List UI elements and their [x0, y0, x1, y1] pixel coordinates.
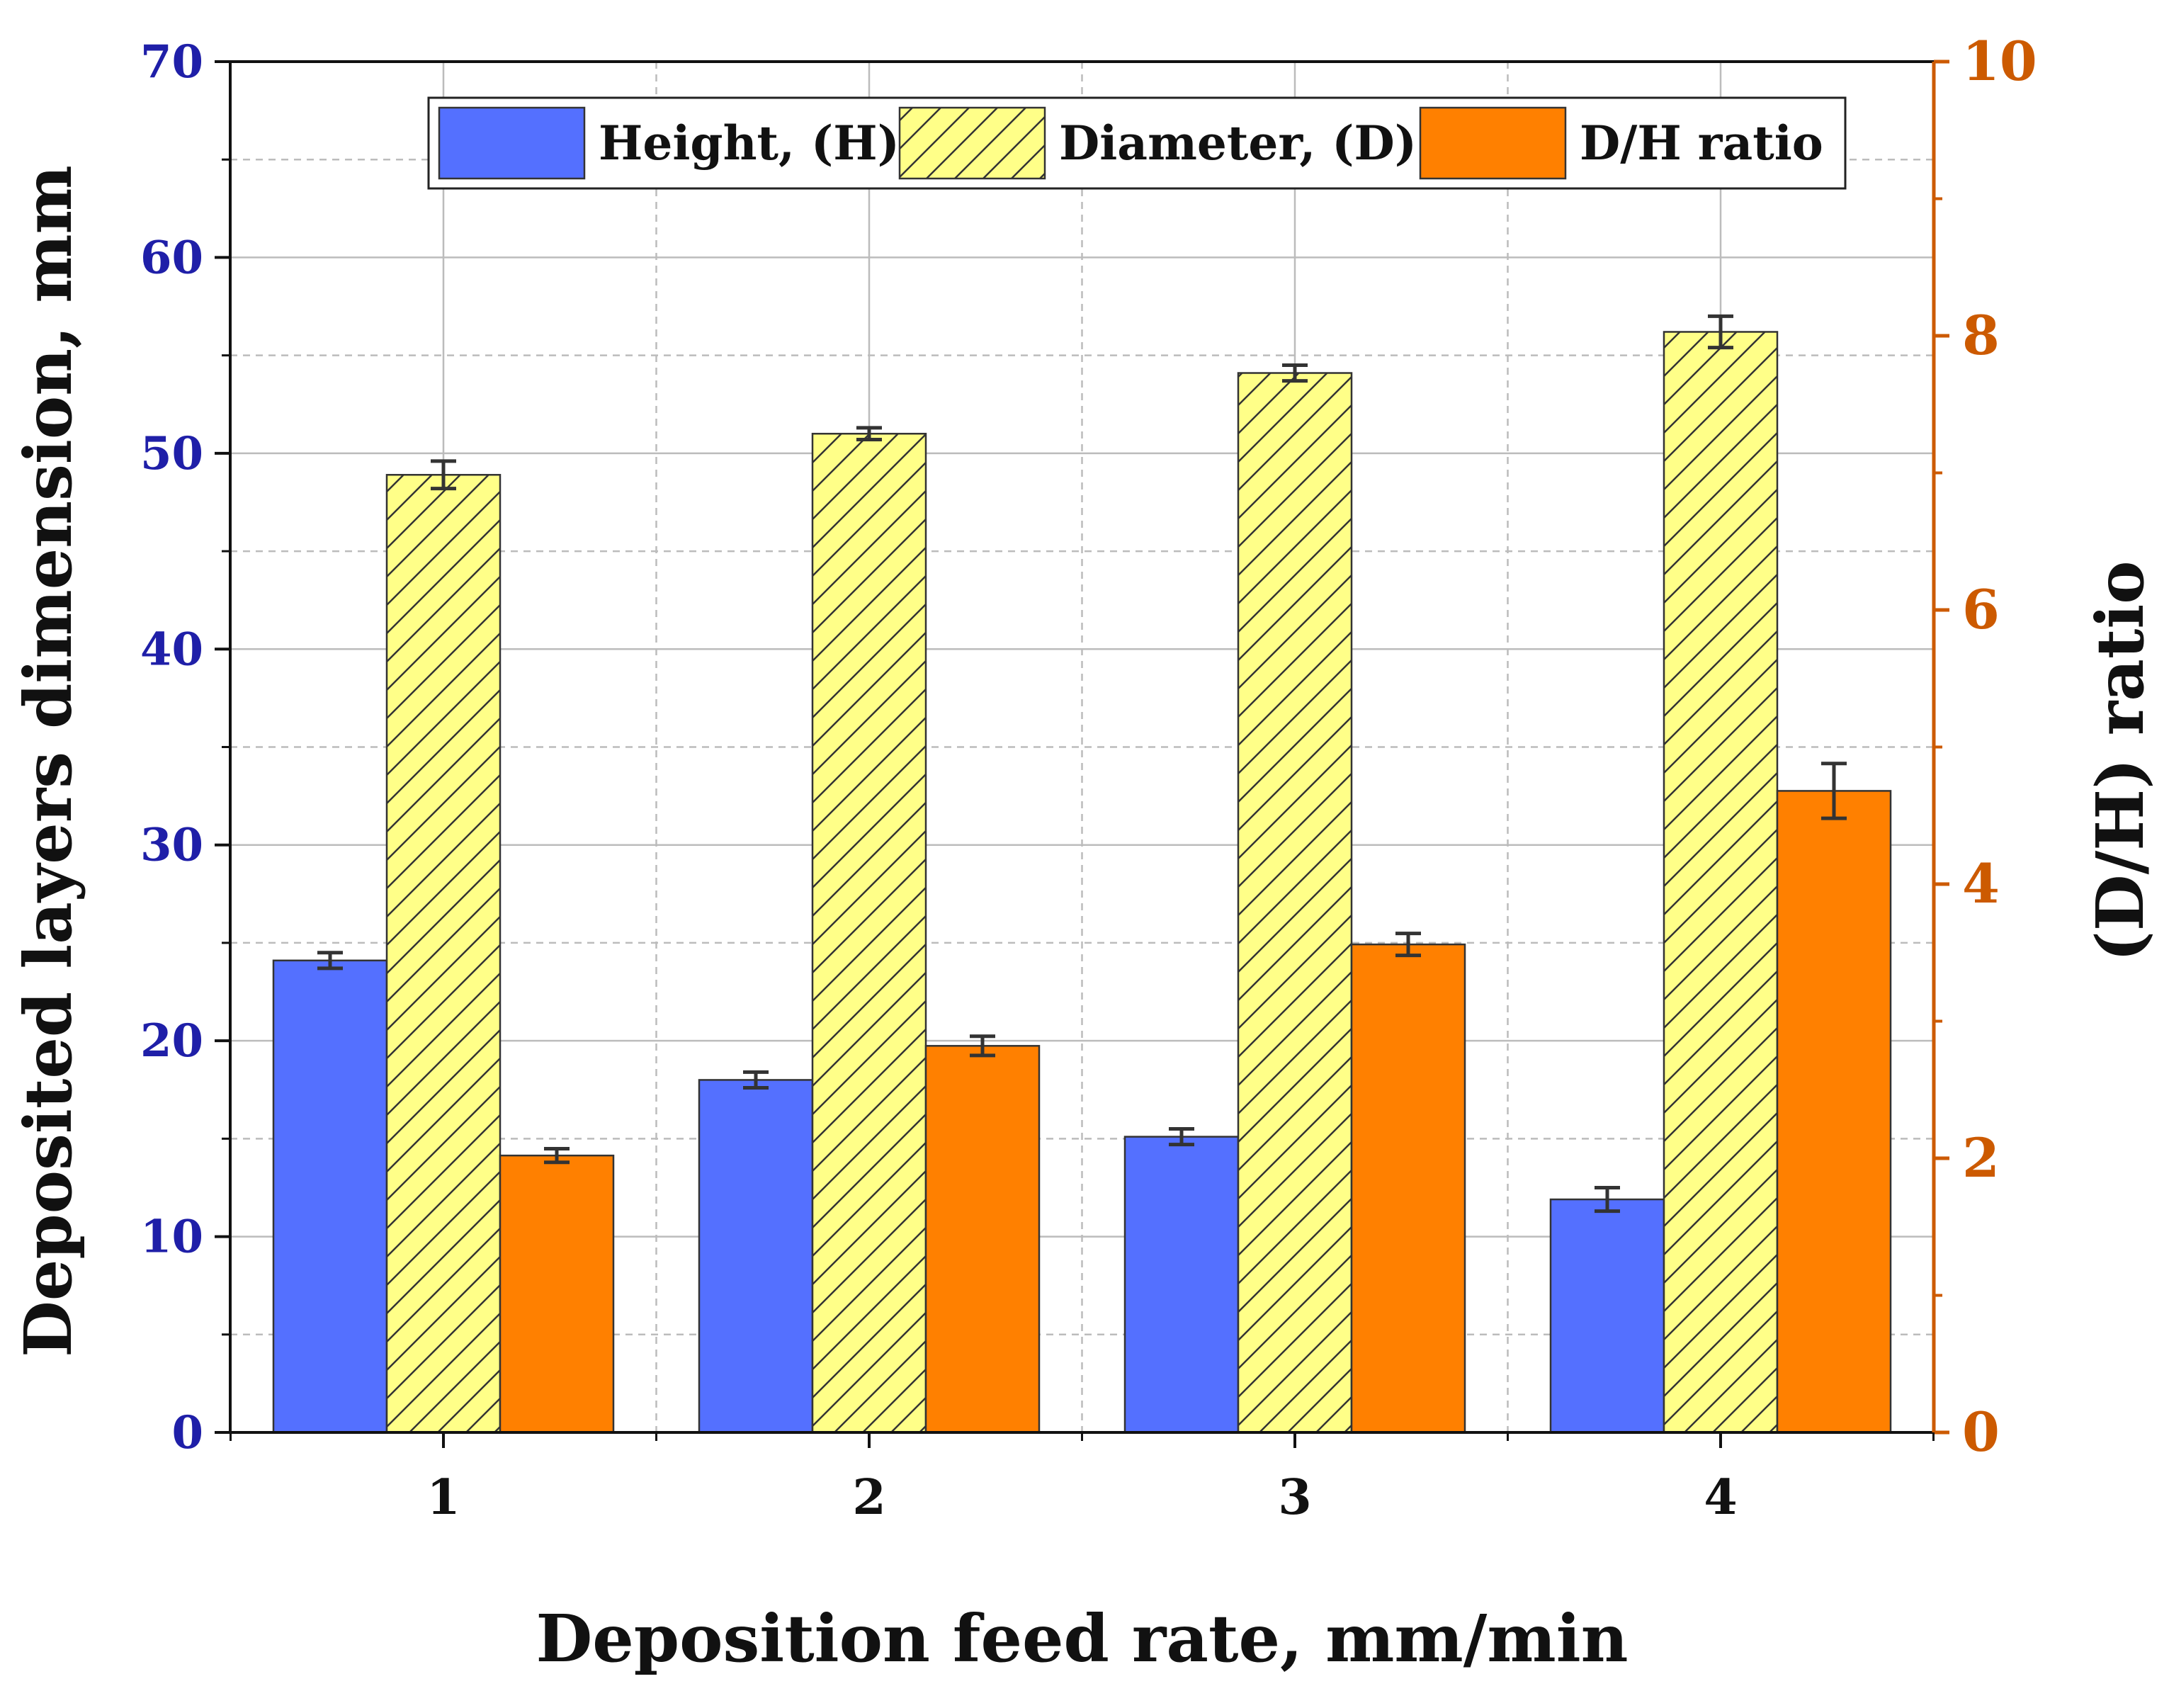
bar-height-h--2 [698, 1079, 814, 1434]
bar-diameter-d--1 [385, 474, 502, 1434]
x-tick-label: 2 [852, 1469, 885, 1526]
bar-d-h-ratio-4 [1776, 790, 1892, 1434]
error-bar [1169, 1127, 1194, 1147]
legend: Height, (H) Diameter, (D) D/H ratio [427, 96, 1847, 190]
error-bar [1821, 762, 1847, 820]
bar-diameter-d--4 [1663, 331, 1779, 1434]
error-bar [544, 1146, 570, 1165]
y2-tick-label: 10 [1962, 30, 2037, 93]
error-bar [1282, 363, 1308, 383]
legend-swatch [438, 106, 586, 180]
bar-d-h-ratio-1 [499, 1154, 615, 1434]
x-tick-label: 3 [1278, 1469, 1311, 1526]
y-tick-label: 60 [140, 231, 203, 284]
y-tick-label: 50 [140, 427, 203, 480]
error-bar [856, 426, 882, 442]
legend-label: Height, (H) [599, 115, 900, 171]
error-bar [1708, 314, 1733, 350]
bar-height-h--1 [272, 959, 388, 1434]
y-axis-title: Deposited layers dimension, mm [10, 165, 86, 1357]
legend-label: D/H ratio [1580, 115, 1823, 171]
y2-tick-label: 4 [1962, 852, 2000, 915]
x-tick-label: 4 [1704, 1469, 1737, 1526]
y2-axis-title: (D/H) ratio [2082, 560, 2158, 961]
legend-swatch [1419, 106, 1567, 180]
y2-tick-label: 2 [1962, 1126, 2000, 1189]
y-tick-label: 70 [140, 35, 203, 89]
bar-height-h--4 [1549, 1198, 1665, 1434]
y2-tick-label: 8 [1962, 304, 2000, 367]
x-tick-label: 1 [426, 1469, 460, 1526]
error-bar [743, 1070, 769, 1090]
bars [272, 314, 1892, 1434]
y-tick-label: 30 [140, 819, 203, 872]
y2-tick-label: 0 [1962, 1401, 2000, 1464]
legend-box [427, 96, 1847, 190]
bar-diameter-d--2 [811, 432, 927, 1434]
bar-d-h-ratio-2 [924, 1045, 1041, 1434]
bar-height-h--3 [1123, 1136, 1240, 1434]
bar-diameter-d--3 [1237, 372, 1353, 1434]
error-bar [431, 459, 456, 491]
y-tick-label: 10 [140, 1211, 203, 1264]
y-tick-label: 20 [140, 1014, 203, 1068]
error-bar [1395, 932, 1421, 958]
legend-swatch [898, 106, 1046, 180]
y2-tick-label: 6 [1962, 578, 2000, 641]
error-bar [1595, 1185, 1620, 1214]
legend-label: Diameter, (D) [1059, 115, 1417, 171]
bar-d-h-ratio-3 [1350, 943, 1466, 1434]
x-axis-title: Deposition feed rate, mm/min [536, 1600, 1628, 1677]
error-bar [970, 1034, 995, 1058]
y-tick-label: 0 [171, 1406, 203, 1459]
error-bar [317, 951, 343, 971]
y-tick-label: 40 [140, 623, 203, 676]
